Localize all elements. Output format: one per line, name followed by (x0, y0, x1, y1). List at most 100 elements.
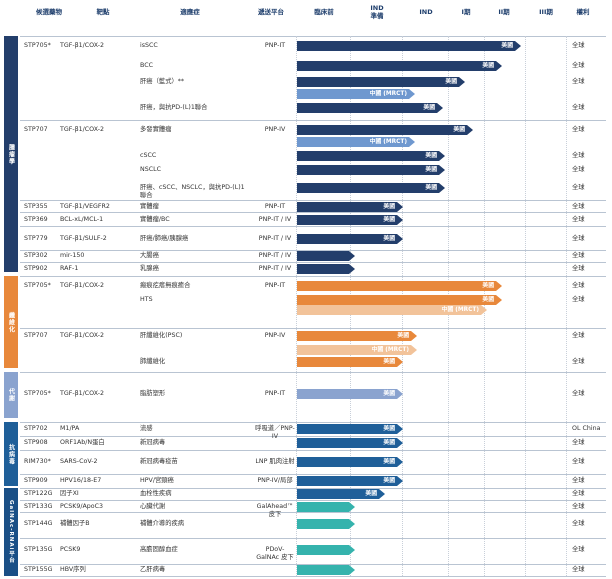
target-name: TGF-β1/COX-2 (60, 282, 104, 289)
rights-value: 全球 (572, 216, 585, 223)
target-name: HPV16/18-E7 (60, 477, 102, 484)
platform-name: PNP-IV (264, 332, 286, 339)
stage-bar (297, 457, 403, 467)
indication-name: 實體瘤 (140, 203, 159, 210)
rights-value: 全球 (572, 503, 585, 510)
indication-name: 心臟代謝 (140, 503, 166, 510)
indication-name: 瘢痕疙瘩無痕癒合 (140, 282, 191, 289)
rights-value: 全球 (572, 62, 585, 69)
stage-bar (297, 389, 403, 399)
rights-value: 全球 (572, 296, 585, 303)
stage-bar (297, 125, 473, 135)
drug-name: STP705* (24, 282, 51, 289)
bar-label: 美國 (383, 478, 395, 484)
group-oncology: 腫瘤學 (4, 36, 18, 272)
rights-value: 全球 (572, 152, 585, 159)
stage-bar (297, 519, 355, 529)
platform-name: PNP-IV (264, 126, 286, 133)
platform-name: LNP 肌肉注射 (255, 458, 295, 465)
indication-name: 大腸癌 (140, 252, 159, 259)
drug-name: STP707 (24, 332, 48, 339)
drug-name: STP702 (24, 425, 48, 432)
header-rights: 權利 (576, 8, 590, 16)
stage-bar (297, 251, 355, 261)
indication-name: 肝纖維化(PSC) (140, 332, 183, 339)
target-name: HBV序列 (60, 566, 86, 573)
indication-name: 肝癌、cSCC、NSCLC，與抗PD-(L)1聯合 (140, 184, 245, 199)
rights-value: 全球 (572, 78, 585, 85)
indication-name: BCC (140, 62, 154, 69)
indication-name: HPV/宮頸癌 (140, 477, 174, 484)
bar-label: 美國 (397, 333, 409, 339)
rights-value: 全球 (572, 184, 585, 191)
platform-name: 呼吸道／PNP-IV (255, 425, 295, 440)
header-target: 靶點 (96, 8, 110, 16)
stage-bar (297, 215, 403, 225)
stage-bar (297, 331, 417, 341)
group-metabolic: 代謝 (4, 372, 18, 418)
stage-bar (297, 61, 502, 71)
platform-name: PNP-IV/局部 (257, 477, 293, 484)
rights-value: 全球 (572, 477, 585, 484)
target-name: SARS-CoV-2 (60, 458, 98, 465)
bar-label: 美國 (383, 391, 395, 397)
drug-name: STP302 (24, 252, 48, 259)
header-ind-prep: IND 準備 (370, 4, 384, 20)
stage-bar (297, 41, 521, 51)
indication-name: 補體介導的疾病 (140, 520, 185, 527)
drug-name: STP779 (24, 235, 48, 242)
drug-name: STP144G (24, 520, 53, 527)
stage-bar (297, 565, 355, 575)
stage-bar (297, 264, 355, 274)
stage-bar (297, 345, 417, 355)
bar-label: 美國 (383, 217, 395, 223)
target-name: RAF-1 (60, 265, 79, 272)
indication-name: 血栓性疾病 (140, 490, 172, 497)
platform-name: PNP-IT (264, 282, 286, 289)
group-galnac: GalNAc-RNAi平台 (4, 488, 18, 576)
bar-label: 美國 (383, 440, 395, 446)
drug-name: STP122G (24, 490, 53, 497)
rights-value: 全球 (572, 390, 585, 397)
stage-bar (297, 151, 445, 161)
stage-bar (297, 183, 445, 193)
target-name: M1/PA (60, 425, 80, 432)
rights-value: 全球 (572, 265, 585, 272)
rights-value: 全球 (572, 42, 585, 49)
bar-label: 美國 (383, 204, 395, 210)
bar-label: 美國 (383, 459, 395, 465)
header-phase3: III期 (539, 8, 553, 16)
platform-name: PNP-IT / IV (258, 235, 292, 242)
group-fibrosis: 纖維化 (4, 276, 18, 368)
target-name: TGF-β1/COX-2 (60, 332, 104, 339)
header-indication: 適應症 (180, 8, 200, 16)
indication-name: 高膽固醇血症 (140, 546, 178, 553)
platform-name: GalAhead™ 皮下 (256, 503, 294, 518)
target-name: TGF-β1/COX-2 (60, 126, 104, 133)
bar-label: 中國 (MRCT) (369, 139, 407, 145)
drug-name: STP133G (24, 503, 53, 510)
bar-label: 美國 (423, 105, 435, 111)
stage-bar (297, 165, 445, 175)
bar-label: 美國 (425, 153, 437, 159)
stage-bar (297, 202, 403, 212)
rights-value: 全球 (572, 520, 585, 527)
stage-bar (297, 137, 415, 147)
drug-name: STP902 (24, 265, 48, 272)
stage-bar (297, 357, 403, 367)
platform-name: PNP-IT (264, 390, 286, 397)
target-name: 因子XI (60, 490, 79, 497)
bar-label: 美國 (383, 359, 395, 365)
group-antiviral: 抗病毒 (4, 422, 18, 486)
drug-name: STP705* (24, 390, 51, 397)
rights-value: 全球 (572, 126, 585, 133)
indication-name: 脂肪塑形 (140, 390, 166, 397)
stage-bar (297, 502, 355, 512)
rights-value: 全球 (572, 282, 585, 289)
platform-name: PDoV-GalNAc 皮下 (256, 546, 294, 561)
bar-label: 中國 (MRCT) (371, 347, 409, 353)
stage-bar (297, 77, 465, 87)
stage-bar (297, 305, 487, 315)
header-preclinical: 臨床前 (314, 8, 334, 16)
header-drug: 候選藥物 (36, 8, 62, 16)
